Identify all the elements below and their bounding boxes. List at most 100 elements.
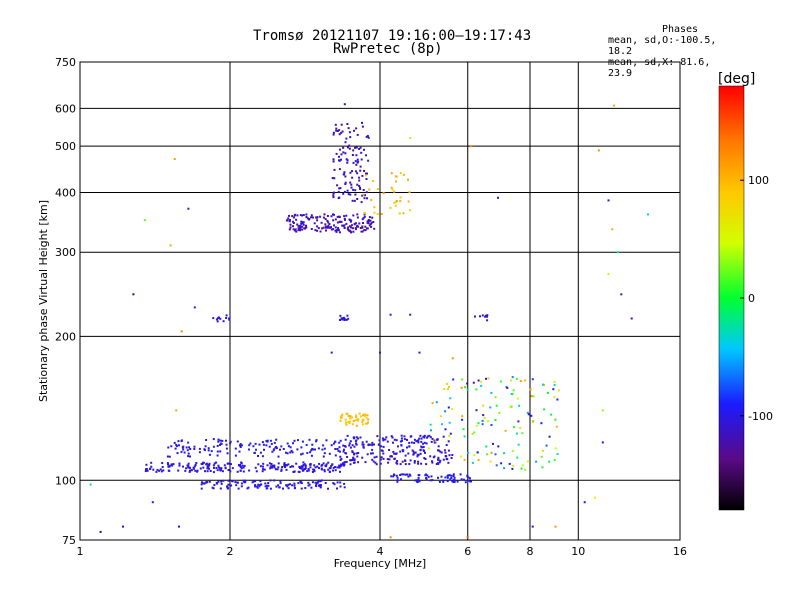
- data-point: [345, 423, 348, 426]
- data-point: [366, 197, 368, 200]
- data-point: [400, 473, 403, 476]
- data-point: [257, 455, 259, 457]
- data-point: [371, 458, 374, 461]
- data-point: [486, 319, 489, 322]
- data-point: [413, 452, 416, 455]
- data-point: [315, 484, 317, 487]
- data-point: [343, 103, 346, 106]
- data-point: [271, 450, 274, 453]
- data-point: [393, 473, 395, 476]
- data-point: [199, 467, 202, 470]
- data-point: [429, 455, 432, 458]
- data-point: [263, 468, 266, 471]
- data-point: [295, 462, 298, 465]
- data-point: [313, 468, 316, 471]
- data-point: [442, 480, 445, 483]
- data-point: [410, 441, 413, 444]
- data-point: [339, 148, 341, 151]
- data-point: [376, 188, 379, 190]
- data-point: [194, 469, 197, 472]
- data-point: [348, 420, 351, 423]
- data-point: [167, 463, 169, 466]
- data-point: [341, 413, 344, 416]
- data-point: [330, 228, 333, 231]
- data-point: [256, 485, 259, 488]
- data-point: [321, 448, 324, 451]
- data-point: [310, 214, 313, 217]
- data-point: [261, 441, 264, 444]
- data-point: [332, 213, 334, 216]
- data-point: [254, 485, 257, 488]
- data-point: [396, 460, 399, 462]
- data-point: [393, 438, 396, 441]
- data-point: [344, 152, 347, 155]
- data-point: [253, 451, 256, 454]
- data-point: [447, 406, 450, 409]
- data-point: [344, 418, 347, 421]
- data-point: [325, 226, 328, 229]
- data-point: [477, 422, 480, 425]
- data-point: [453, 476, 456, 479]
- data-point: [132, 293, 135, 296]
- data-point: [287, 217, 290, 220]
- data-point: [392, 450, 395, 453]
- data-point: [437, 456, 440, 459]
- data-point: [418, 480, 421, 483]
- data-point: [308, 218, 311, 220]
- data-point: [249, 442, 252, 445]
- data-point: [328, 470, 331, 473]
- data-point: [237, 487, 240, 490]
- data-point: [401, 460, 404, 463]
- data-point: [399, 474, 402, 476]
- data-point: [122, 525, 124, 528]
- data-point: [541, 449, 544, 452]
- data-point: [297, 229, 300, 232]
- data-point: [344, 218, 346, 221]
- data-point: [352, 230, 355, 233]
- data-point: [429, 436, 432, 439]
- data-point: [291, 215, 294, 218]
- data-point: [438, 449, 440, 452]
- data-point: [180, 450, 183, 453]
- data-point: [187, 466, 190, 469]
- data-point: [349, 446, 352, 449]
- data-point: [279, 448, 281, 451]
- data-point: [611, 228, 614, 231]
- data-point: [336, 487, 338, 490]
- data-point: [445, 383, 448, 385]
- data-point: [361, 420, 364, 423]
- data-point: [228, 318, 231, 321]
- data-point: [407, 475, 410, 478]
- data-point: [206, 465, 209, 468]
- data-point: [481, 314, 484, 317]
- data-point: [323, 452, 326, 455]
- data-point: [408, 463, 411, 465]
- data-point: [352, 188, 355, 191]
- data-point: [158, 469, 160, 472]
- data-point: [357, 437, 360, 440]
- y-tick-label: 300: [55, 246, 76, 259]
- data-point: [438, 461, 441, 464]
- data-point: [216, 454, 219, 457]
- data-point: [247, 486, 250, 489]
- data-point: [301, 225, 304, 228]
- data-point: [356, 158, 359, 161]
- data-point: [338, 187, 341, 190]
- data-point: [292, 442, 294, 445]
- data-point: [356, 455, 359, 458]
- data-point: [291, 465, 293, 468]
- data-point: [400, 437, 403, 440]
- y-tick-label: 75: [62, 534, 76, 547]
- data-point: [301, 465, 304, 468]
- data-point: [293, 470, 296, 473]
- data-point: [220, 442, 223, 445]
- chart-title-line1: Tromsø 20121107 19:16:00–19:17:43: [253, 28, 532, 44]
- data-point: [362, 418, 365, 421]
- data-point: [540, 422, 543, 425]
- data-point: [327, 224, 330, 227]
- data-point: [202, 461, 205, 464]
- data-point: [430, 429, 432, 432]
- data-point: [339, 314, 342, 317]
- data-point: [339, 481, 342, 484]
- data-point: [435, 401, 438, 404]
